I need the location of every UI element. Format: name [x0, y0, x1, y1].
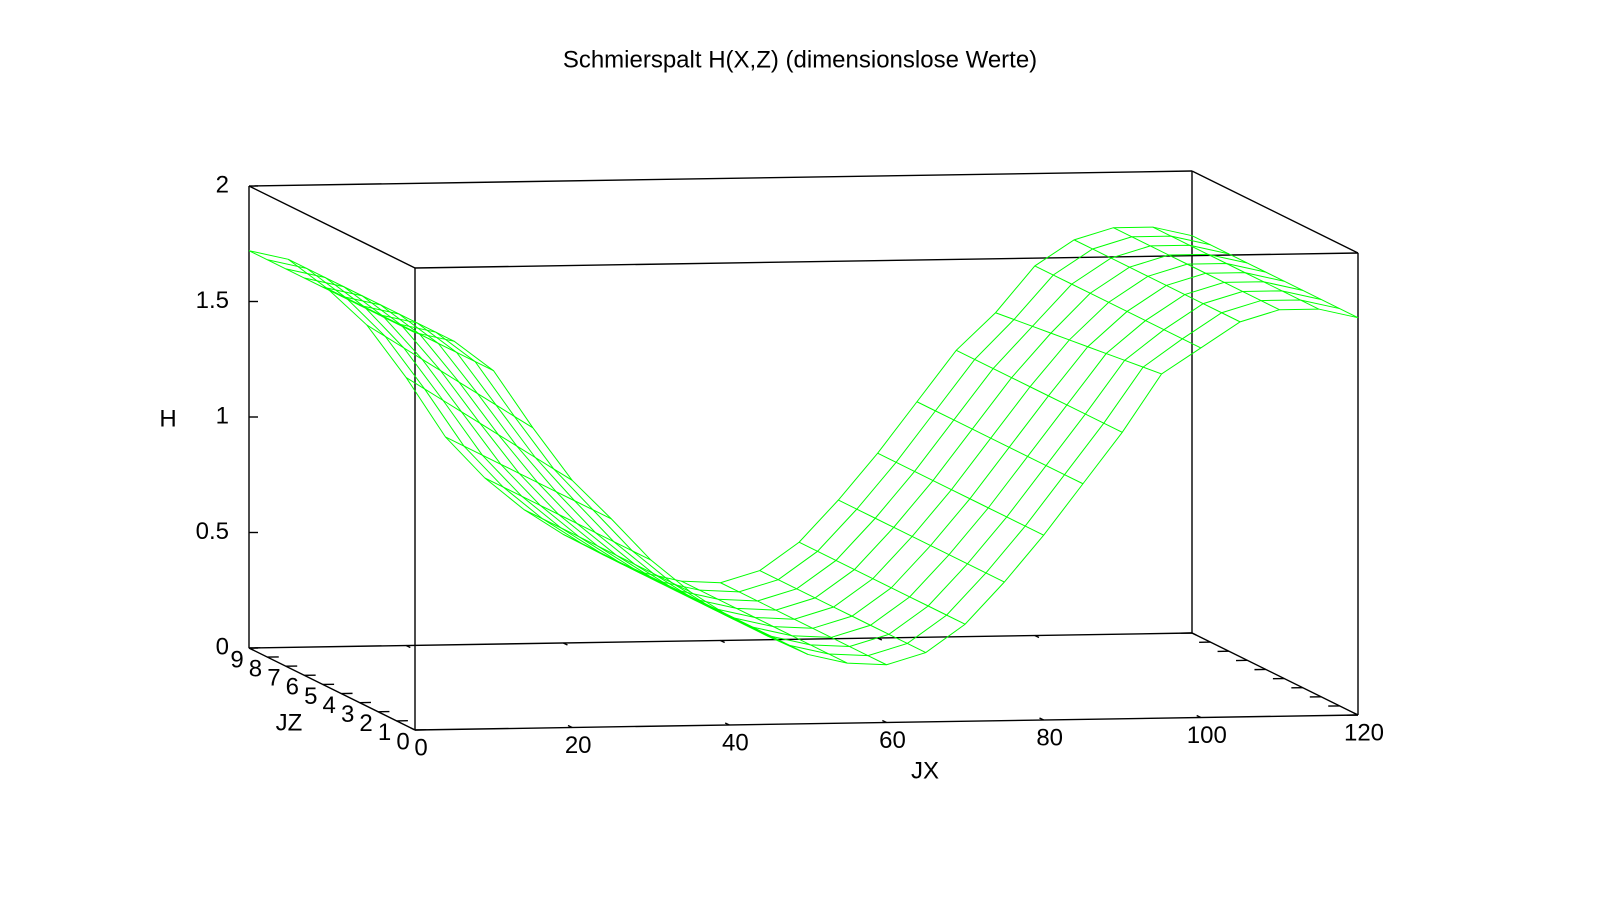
x-tick — [720, 639, 725, 644]
surface-column — [445, 436, 612, 520]
x-tick — [1196, 714, 1202, 719]
surface-column — [1073, 239, 1241, 323]
y-tick-label: 1 — [378, 719, 391, 746]
surface-column — [602, 554, 769, 638]
surface-column — [720, 582, 887, 666]
surface-column — [327, 288, 494, 372]
x-tick — [877, 637, 883, 641]
y-tick-label: 6 — [286, 674, 299, 701]
surface-row — [414, 308, 1359, 666]
surface-column — [248, 250, 416, 334]
surface-column — [1152, 226, 1319, 310]
surface-column — [680, 580, 848, 664]
z-tick-label: 0 — [216, 633, 229, 660]
surface-row — [341, 272, 1285, 629]
x-tick-label: 60 — [879, 727, 906, 754]
surface-row — [322, 263, 1266, 620]
surface-column — [1034, 265, 1202, 349]
x-tick-label: 40 — [722, 729, 749, 756]
x-tick — [882, 719, 887, 724]
surface-column — [484, 477, 651, 561]
x-tick-label: 0 — [414, 734, 427, 761]
x-axis-label: JX — [911, 757, 939, 784]
surface-column — [759, 570, 927, 654]
surface-column — [366, 324, 534, 429]
y-tick-label: 7 — [267, 665, 280, 692]
surface-column — [877, 452, 1044, 536]
y-tick-label: 3 — [341, 701, 354, 728]
x-tick — [724, 722, 730, 726]
x-tick — [410, 727, 416, 731]
x-tick-label: 20 — [565, 732, 592, 759]
z-tick-label: 2 — [216, 171, 229, 198]
box-edge — [414, 252, 1359, 269]
surface-row — [267, 235, 1211, 593]
surface-column — [563, 533, 730, 617]
x-tick — [1034, 634, 1040, 639]
x-tick — [1191, 632, 1197, 636]
box-edge — [1191, 170, 1359, 254]
surface-row — [396, 299, 1340, 657]
surface-column — [956, 349, 1123, 433]
z-tick-label: 1 — [216, 402, 229, 429]
y-tick-label: 5 — [304, 683, 317, 710]
x-tick — [567, 724, 573, 729]
surface-column — [838, 499, 1005, 583]
surface-column — [916, 401, 1084, 485]
box-edge — [248, 185, 416, 269]
y-tick-label: 2 — [359, 710, 372, 737]
box-edge — [248, 170, 1193, 187]
y-tick-label: 8 — [249, 655, 262, 682]
surface-column — [1113, 227, 1280, 311]
y-tick-label: 4 — [323, 692, 336, 719]
x-tick — [1039, 717, 1044, 721]
z-tick-label: 0.5 — [196, 518, 229, 545]
surface-row — [248, 226, 1193, 584]
y-tick-label: 0 — [396, 728, 409, 755]
x-tick-label: 80 — [1036, 724, 1063, 751]
y-tick-label: 9 — [230, 646, 243, 673]
surface-row — [359, 281, 1303, 638]
surface-row — [285, 244, 1229, 602]
chart-title: Schmierspalt H(X,Z) (dimensionslose Wert… — [563, 46, 1037, 73]
box-edge — [1191, 632, 1359, 716]
z-axis-label: H — [159, 405, 176, 432]
surface-row — [378, 290, 1322, 648]
x-tick-label: 120 — [1344, 719, 1384, 746]
surface-column — [288, 258, 455, 342]
surface-column — [995, 312, 1162, 375]
surface-row — [304, 253, 1248, 611]
surface-column — [405, 377, 573, 481]
z-tick-label: 1.5 — [196, 287, 229, 314]
box-edge — [248, 647, 416, 731]
y-axis-label: JZ — [276, 709, 303, 736]
x-tick-label: 100 — [1187, 722, 1227, 749]
surface-column — [798, 541, 966, 625]
surface-column — [641, 572, 809, 655]
surface-column — [1191, 235, 1359, 319]
surface-column — [523, 509, 691, 593]
x-tick — [563, 642, 568, 646]
x-tick — [405, 644, 411, 649]
